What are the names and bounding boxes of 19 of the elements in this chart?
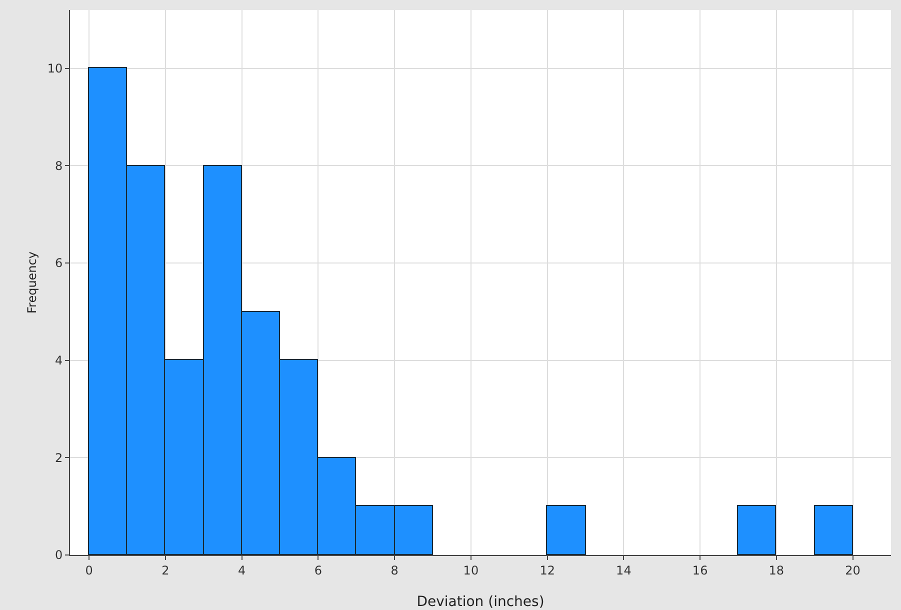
x-tick-label: 18	[768, 563, 784, 578]
x-tick-label: 2	[162, 563, 170, 578]
x-tick-label: 10	[463, 563, 479, 578]
y-tick-label: 6	[54, 256, 63, 270]
y-tick-label: 0	[54, 548, 63, 562]
y-axis-title: Frequency	[25, 252, 39, 314]
y-tick-label: 10	[47, 62, 63, 76]
x-tick-label: 8	[390, 563, 398, 578]
x-tick-label: 16	[692, 563, 708, 578]
y-tick-label: 2	[54, 450, 63, 465]
x-tick-label: 0	[85, 563, 93, 578]
x-tick-label: 14	[616, 563, 632, 578]
x-tick-label: 4	[238, 563, 246, 578]
y-tick-label: 4	[54, 354, 63, 368]
x-tick-label: 20	[845, 563, 860, 578]
y-tick-label: 8	[54, 158, 63, 173]
x-tick-label: 6	[314, 563, 322, 578]
x-tick-label: 12	[540, 563, 555, 578]
x-axis-title: Deviation (inches)	[416, 594, 544, 610]
